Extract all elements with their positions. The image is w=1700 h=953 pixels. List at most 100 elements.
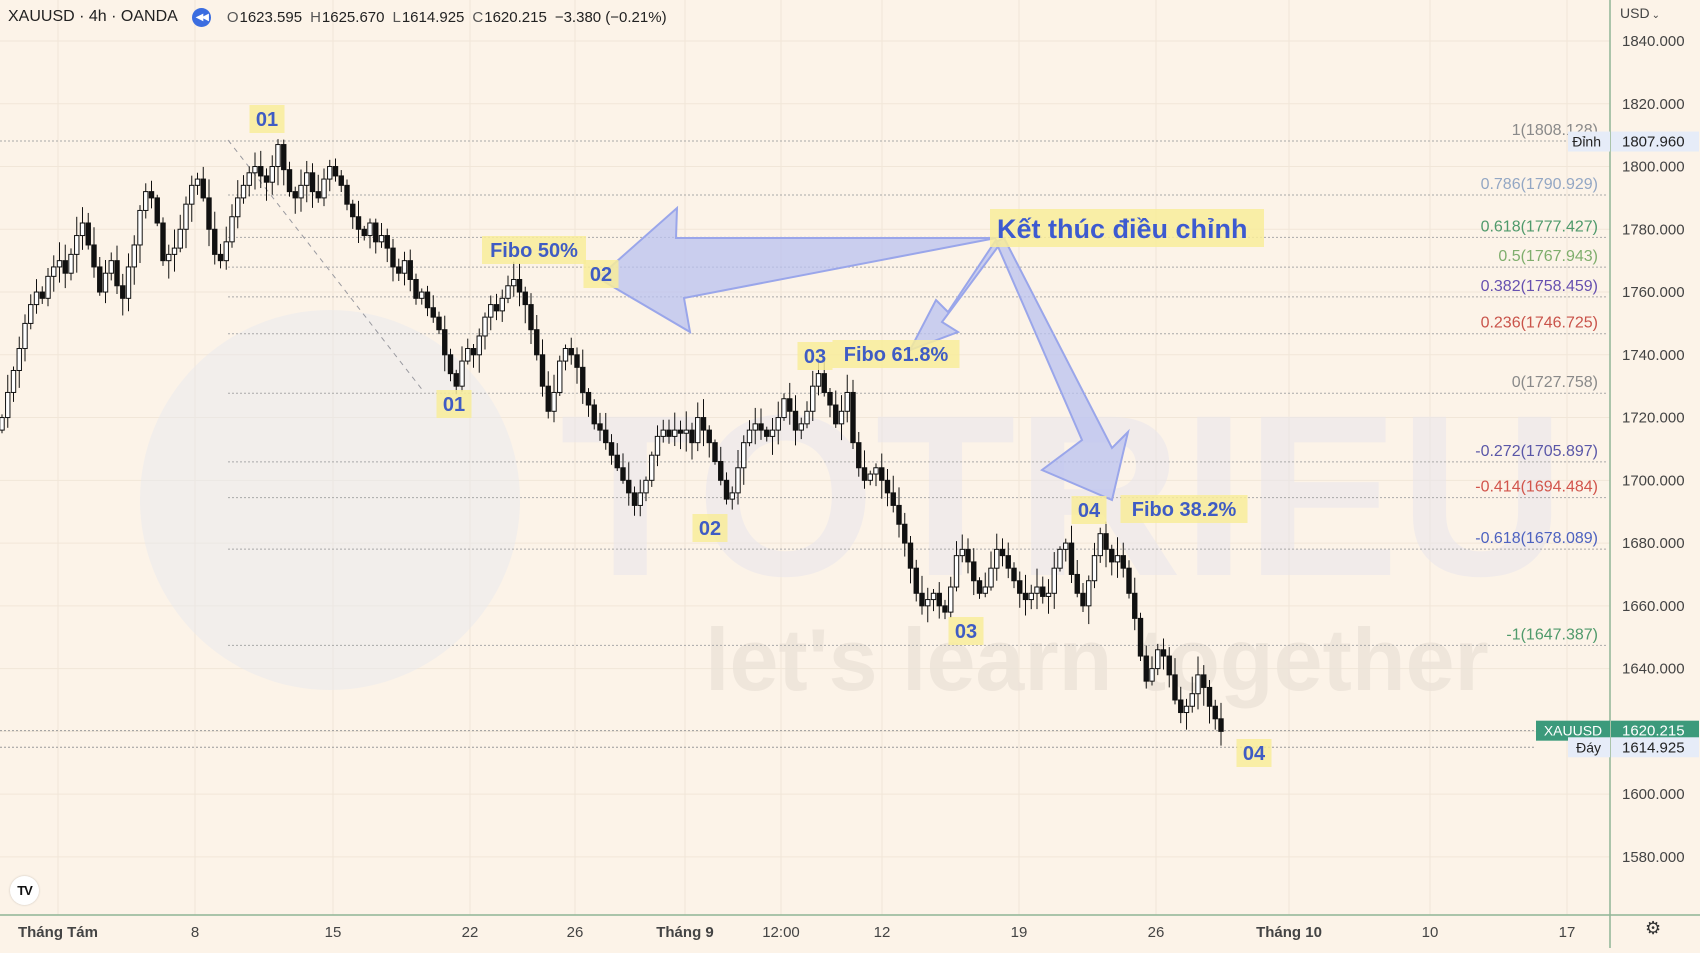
rewind-icon[interactable]: ◀◀ [191,7,211,27]
candle[interactable] [407,249,413,292]
candle[interactable] [344,179,350,211]
candle[interactable] [499,289,505,322]
candle[interactable] [1063,538,1069,562]
candle[interactable] [1040,576,1046,604]
candle[interactable] [396,258,402,282]
candle[interactable] [79,207,86,250]
candle[interactable] [424,285,431,317]
candle[interactable] [177,214,183,253]
candle[interactable] [620,453,626,484]
candle[interactable] [1183,698,1190,730]
candle[interactable] [591,399,597,430]
candle[interactable] [1114,537,1121,578]
candle[interactable] [637,479,643,517]
candle[interactable] [959,534,965,563]
candle[interactable] [154,194,160,227]
candle[interactable] [1034,568,1040,610]
candle[interactable] [143,183,149,219]
candle[interactable] [608,434,615,465]
arrow-to-fibo618[interactable] [907,238,1002,352]
candle[interactable] [775,401,781,445]
candle[interactable] [729,486,735,510]
candle[interactable] [108,252,114,281]
candle[interactable] [769,418,776,455]
candle[interactable] [281,139,287,186]
candle[interactable] [194,172,201,195]
candle[interactable] [1218,702,1224,746]
candle[interactable] [212,211,218,265]
candle[interactable] [361,225,367,241]
candle[interactable] [200,166,206,202]
candle[interactable] [97,256,103,296]
candle[interactable] [1051,552,1057,609]
candle[interactable] [85,212,91,250]
candle[interactable] [102,259,109,304]
candle[interactable] [528,293,534,344]
candle[interactable] [390,238,396,282]
candle[interactable] [263,168,270,201]
candle[interactable] [1097,527,1103,563]
candle[interactable] [304,160,310,203]
candle[interactable] [315,174,321,203]
time-axis-ticks[interactable]: Tháng Tám 8 15 22 26 Tháng 9 12:00 12 19 26 Tháng … [18,924,1575,941]
candle[interactable] [902,512,908,557]
candle[interactable] [378,223,385,248]
candle[interactable] [10,366,17,402]
candle[interactable] [1091,542,1098,589]
currency-selector[interactable]: USD ⌄ [1620,5,1660,21]
candle[interactable] [470,343,477,368]
candle[interactable] [522,286,528,324]
candle[interactable] [1086,575,1092,625]
tradingview-logo[interactable]: TV [10,876,39,905]
candle[interactable] [626,462,632,506]
candle[interactable] [1137,612,1144,661]
candle[interactable] [649,451,655,487]
candle[interactable] [568,337,574,365]
candle[interactable] [5,374,11,428]
candle[interactable] [666,419,672,444]
candle[interactable] [1160,638,1167,670]
candle[interactable] [1074,559,1080,598]
candle[interactable] [1011,562,1017,589]
candle[interactable] [700,399,707,447]
candle[interactable] [551,374,557,423]
candle[interactable] [373,218,379,254]
candle[interactable] [332,158,339,182]
candle[interactable] [419,288,425,305]
candle[interactable] [930,588,937,612]
candle[interactable] [367,218,373,249]
callout-arrows[interactable] [596,205,1130,502]
candle[interactable] [22,314,28,362]
candle[interactable] [235,180,241,229]
candle[interactable] [758,408,764,440]
candle[interactable] [137,205,143,264]
candle[interactable] [689,422,695,460]
candle[interactable] [430,295,436,323]
candle[interactable] [752,407,758,445]
candle[interactable] [476,328,482,373]
candle[interactable] [545,371,551,419]
candlestick-series[interactable] [0,139,1224,746]
candle[interactable] [223,226,229,270]
candle[interactable] [597,412,603,441]
candle[interactable] [1045,579,1052,614]
candle[interactable] [982,572,988,598]
candle[interactable] [74,216,80,273]
candle[interactable] [718,446,724,486]
candle[interactable] [1166,647,1172,688]
candle[interactable] [677,420,684,450]
candle[interactable] [269,155,275,195]
candle[interactable] [286,161,293,197]
candle[interactable] [781,393,787,421]
candle[interactable] [723,472,730,505]
candle[interactable] [948,576,954,618]
candle[interactable] [258,150,264,189]
candle[interactable] [240,175,247,204]
candle[interactable] [585,388,592,417]
candle[interactable] [51,255,57,292]
gear-icon[interactable]: ⚙ [1645,918,1662,938]
candle[interactable] [562,344,569,371]
candle[interactable] [505,275,511,304]
candle[interactable] [309,163,316,208]
